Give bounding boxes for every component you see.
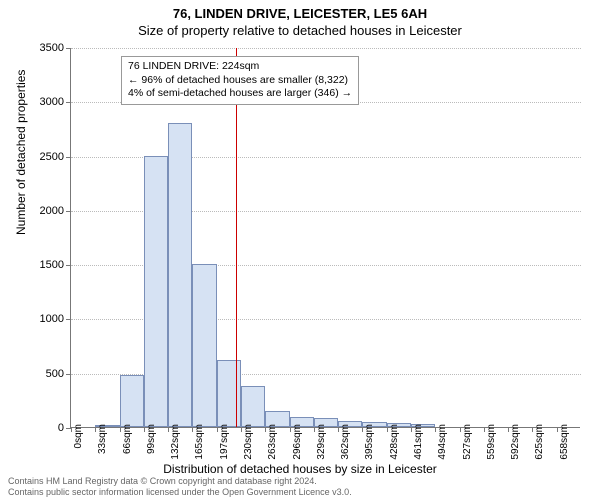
xtick-label: 592sqm [510,424,521,460]
ytick-label: 0 [24,422,64,434]
xtick-label: 263sqm [267,424,278,460]
ytick-mark [66,211,71,212]
xtick-label: 625sqm [534,424,545,460]
xtick-mark [314,427,315,432]
ytick-label: 1500 [24,259,64,271]
footer-line1: Contains HM Land Registry data © Crown c… [8,476,352,487]
footer-line2: Contains public sector information licen… [8,487,352,498]
bar [217,360,241,427]
xtick-label: 494sqm [437,424,448,460]
ytick-mark [66,374,71,375]
ytick-mark [66,319,71,320]
bar [168,123,192,427]
xtick-mark [290,427,291,432]
xtick-mark [120,427,121,432]
xtick-mark [241,427,242,432]
plot-area: 05001000150020002500300035000sqm33sqm66s… [70,48,580,428]
xtick-mark [484,427,485,432]
ytick-label: 2000 [24,205,64,217]
gridline [71,48,581,49]
page-title-desc: Size of property relative to detached ho… [0,21,600,38]
annotation-box: 76 LINDEN DRIVE: 224sqm← 96% of detached… [121,56,359,105]
xtick-label: 132sqm [170,424,181,460]
bar [241,386,265,427]
xtick-label: 165sqm [194,424,205,460]
annotation-line: ← 96% of detached houses are smaller (8,… [128,74,352,88]
xtick-label: 428sqm [389,424,400,460]
xtick-label: 99sqm [146,424,157,454]
xtick-label: 329sqm [316,424,327,460]
xtick-label: 395sqm [364,424,375,460]
annotation-line: 4% of semi-detached houses are larger (3… [128,87,352,101]
xtick-label: 230sqm [243,424,254,460]
xtick-mark [460,427,461,432]
xtick-mark [71,427,72,432]
ytick-label: 500 [24,368,64,380]
xtick-mark [144,427,145,432]
xtick-label: 33sqm [97,424,108,454]
bar [120,375,144,427]
bar [192,264,216,427]
xtick-mark [338,427,339,432]
xtick-label: 658sqm [559,424,570,460]
ytick-mark [66,48,71,49]
xtick-mark [411,427,412,432]
ytick-label: 2500 [24,151,64,163]
xtick-mark [557,427,558,432]
xtick-label: 66sqm [122,424,133,454]
ytick-label: 3000 [24,96,64,108]
bar [144,156,168,427]
ytick-label: 1000 [24,313,64,325]
x-axis-label: Distribution of detached houses by size … [0,462,600,476]
xtick-mark [508,427,509,432]
xtick-mark [217,427,218,432]
ytick-mark [66,157,71,158]
xtick-label: 197sqm [219,424,230,460]
xtick-mark [168,427,169,432]
ytick-mark [66,102,71,103]
xtick-label: 461sqm [413,424,424,460]
footer-attribution: Contains HM Land Registry data © Crown c… [8,476,352,498]
ytick-label: 3500 [24,42,64,54]
page-title-address: 76, LINDEN DRIVE, LEICESTER, LE5 6AH [0,0,600,21]
chart: 05001000150020002500300035000sqm33sqm66s… [70,48,580,428]
xtick-mark [387,427,388,432]
ytick-mark [66,265,71,266]
xtick-label: 0sqm [73,424,84,448]
annotation-line: 76 LINDEN DRIVE: 224sqm [128,60,352,74]
xtick-label: 527sqm [462,424,473,460]
xtick-label: 296sqm [292,424,303,460]
xtick-label: 362sqm [340,424,351,460]
xtick-label: 559sqm [486,424,497,460]
